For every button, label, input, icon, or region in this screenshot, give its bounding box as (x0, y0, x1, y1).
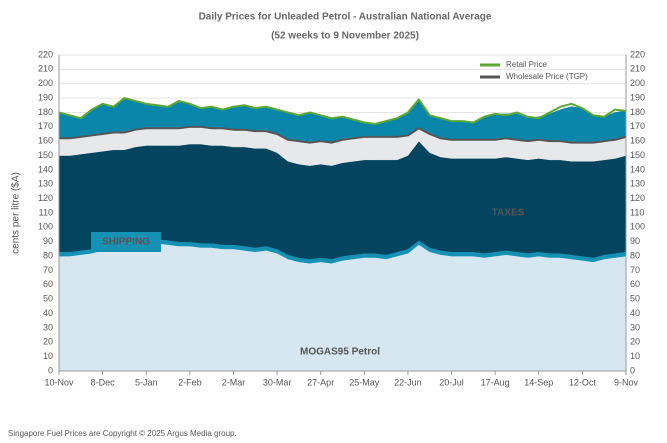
y2-tick-label: 170 (630, 121, 645, 131)
x-tick-label: 22-Jun (394, 377, 422, 387)
chart-title: Daily Prices for Unleaded Petrol - Austr… (199, 12, 492, 23)
y2-tick-label: 210 (630, 64, 645, 74)
x-tick-label: 12-Oct (569, 377, 597, 387)
y-tick-label: 50 (43, 294, 53, 304)
x-tick-label: 14-Sep (524, 377, 553, 387)
y-tick-label: 160 (38, 136, 53, 146)
y2-tick-label: 200 (630, 78, 645, 88)
x-tick-label: 10-Nov (44, 377, 74, 387)
area-label: TAXES (492, 208, 525, 219)
x-tick-label: 30-Mar (263, 377, 292, 387)
area-label: MOGAS95 Petrol (300, 347, 380, 358)
y-tick-label: 140 (38, 164, 53, 174)
annotation-box (91, 232, 161, 252)
y-tick-label: 190 (38, 92, 53, 102)
y-tick-label: 70 (43, 265, 53, 275)
y2-tick-label: 130 (630, 179, 645, 189)
y-tick-label: 0 (48, 365, 53, 375)
y-tick-label: 110 (39, 207, 53, 217)
y-tick-label: 170 (38, 121, 53, 131)
y-tick-label: 130 (38, 179, 53, 189)
y2-tick-label: 150 (630, 150, 645, 160)
y2-tick-label: 10 (630, 351, 640, 361)
line (59, 125, 627, 144)
y2-tick-label: 50 (630, 294, 640, 304)
x-tick-label: 20-Jul (439, 377, 464, 387)
y-tick-label: 210 (38, 64, 53, 74)
x-tick-label: 5-Jan (135, 377, 158, 387)
chart-subtitle: (52 weeks to 9 November 2025) (271, 31, 419, 42)
lines (58, 97, 627, 144)
y-tick-label: 180 (38, 107, 53, 117)
x-tick-label: 2-Mar (222, 377, 246, 387)
y2-tick-label: 70 (630, 265, 640, 275)
x-tick-label: 27-Apr (307, 377, 334, 387)
y-tick-label: 150 (38, 150, 53, 160)
y2-tick-label: 160 (630, 136, 645, 146)
y2-tick-label: 190 (630, 92, 645, 102)
y-tick-label: 120 (38, 193, 53, 203)
x-tick-label: 9-Nov (614, 377, 639, 387)
y2-tick-label: 0 (630, 365, 635, 375)
y-tick-label: 220 (38, 49, 53, 59)
labels: 0102030405060708090100110120130140150160… (38, 49, 645, 387)
legend-label: Wholesale Price (TGP) (506, 72, 588, 81)
x-tick-label: 17-Aug (481, 377, 510, 387)
y2-tick-label: 90 (630, 236, 640, 246)
y2-tick-label: 220 (630, 49, 645, 59)
y-tick-label: 200 (38, 78, 53, 88)
x-tick-label: 25-May (349, 377, 380, 387)
footnote: Singapore Fuel Prices are Copyright © 20… (8, 429, 237, 438)
y2-tick-label: 180 (630, 107, 645, 117)
y2-tick-label: 80 (630, 250, 640, 260)
legend-label: Retail Price (506, 60, 547, 69)
y-axis-label: cents per litre ($A) (11, 172, 22, 254)
y2-tick-label: 140 (630, 164, 645, 174)
areas (58, 97, 627, 372)
x-tick-label: 2-Feb (178, 377, 202, 387)
y-tick-label: 90 (43, 236, 53, 246)
y-tick-label: 60 (43, 279, 53, 289)
y-tick-label: 80 (43, 250, 53, 260)
y2-tick-label: 20 (630, 337, 640, 347)
y2-tick-label: 120 (630, 193, 645, 203)
y-tick-label: 10 (43, 351, 53, 361)
x-tick-label: 8-Dec (91, 377, 116, 387)
y-tick-label: 40 (43, 308, 53, 318)
y-tick-label: 20 (43, 337, 53, 347)
area-label: SHIPPING (102, 237, 150, 248)
y2-tick-label: 110 (630, 207, 644, 217)
y2-tick-label: 60 (630, 279, 640, 289)
line (58, 97, 627, 125)
y2-tick-label: 30 (630, 322, 640, 332)
y2-tick-label: 100 (630, 222, 645, 232)
y-tick-label: 100 (38, 222, 53, 232)
y-tick-label: 30 (43, 322, 53, 332)
y2-tick-label: 40 (630, 308, 640, 318)
